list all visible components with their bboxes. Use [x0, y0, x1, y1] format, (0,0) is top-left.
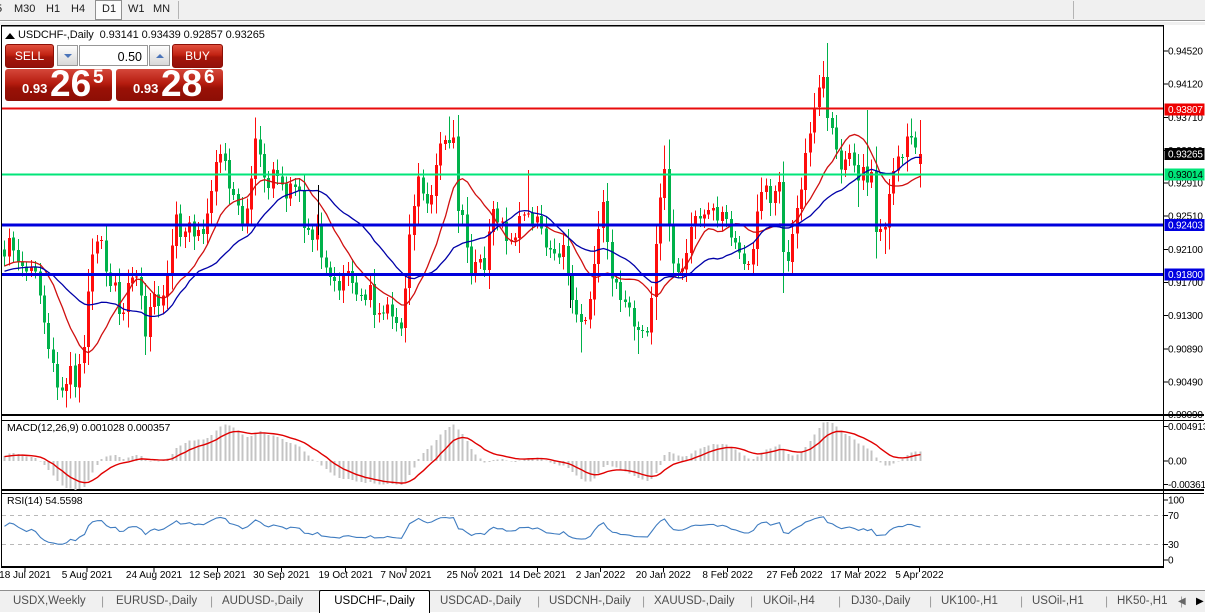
svg-text:25 Nov 2021: 25 Nov 2021 — [447, 570, 504, 581]
svg-text:100: 100 — [1168, 496, 1185, 507]
svg-text:0.92403: 0.92403 — [1168, 220, 1203, 231]
svg-text:5 Aug 2021: 5 Aug 2021 — [62, 570, 113, 581]
svg-text:0.91800: 0.91800 — [1168, 270, 1203, 281]
svg-text:7 Nov 2021: 7 Nov 2021 — [380, 570, 432, 581]
svg-text:-0.003614: -0.003614 — [1168, 480, 1205, 491]
svg-text:19 Oct 2021: 19 Oct 2021 — [318, 570, 373, 581]
svg-text:RSI(14) 54.5598: RSI(14) 54.5598 — [7, 495, 83, 507]
svg-text:0.91300: 0.91300 — [1168, 311, 1203, 322]
svg-text:20 Jan 2022: 20 Jan 2022 — [636, 570, 691, 581]
svg-text:0.94520: 0.94520 — [1168, 47, 1203, 58]
svg-text:18 Jul 2021: 18 Jul 2021 — [0, 570, 51, 581]
svg-text:0.92510: 0.92510 — [1168, 212, 1203, 223]
svg-text:0.92100: 0.92100 — [1168, 245, 1203, 256]
svg-text:30: 30 — [1168, 540, 1179, 551]
svg-text:5 Apr 2022: 5 Apr 2022 — [895, 570, 944, 581]
svg-text:0.93265: 0.93265 — [1168, 150, 1203, 161]
svg-text:0.92910: 0.92910 — [1168, 179, 1203, 190]
svg-text:2 Jan 2022: 2 Jan 2022 — [576, 570, 626, 581]
svg-text:0.93014: 0.93014 — [1168, 170, 1203, 181]
svg-text:0.94120: 0.94120 — [1168, 79, 1203, 90]
svg-text:30 Sep 2021: 30 Sep 2021 — [253, 570, 310, 581]
svg-text:0.004913: 0.004913 — [1168, 422, 1205, 433]
svg-text:0.90090: 0.90090 — [1168, 410, 1203, 421]
svg-text:14 Dec 2021: 14 Dec 2021 — [509, 570, 566, 581]
svg-text:0.90490: 0.90490 — [1168, 377, 1203, 388]
svg-text:0: 0 — [1168, 556, 1174, 567]
svg-text:0.90890: 0.90890 — [1168, 345, 1203, 356]
svg-text:0.93807: 0.93807 — [1168, 105, 1203, 116]
svg-text:24 Aug 2021: 24 Aug 2021 — [126, 570, 183, 581]
svg-text:8 Feb 2022: 8 Feb 2022 — [702, 570, 753, 581]
svg-text:0.91700: 0.91700 — [1168, 278, 1203, 289]
svg-text:MACD(12,26,9) 0.001028 0.00035: MACD(12,26,9) 0.001028 0.000357 — [7, 422, 171, 434]
svg-text:12 Sep 2021: 12 Sep 2021 — [189, 570, 246, 581]
svg-text:17 Mar 2022: 17 Mar 2022 — [830, 570, 887, 581]
svg-text:70: 70 — [1168, 511, 1179, 522]
svg-text:0.00: 0.00 — [1168, 457, 1187, 468]
svg-text:27 Feb 2022: 27 Feb 2022 — [767, 570, 824, 581]
svg-text:0.93710: 0.93710 — [1168, 113, 1203, 124]
